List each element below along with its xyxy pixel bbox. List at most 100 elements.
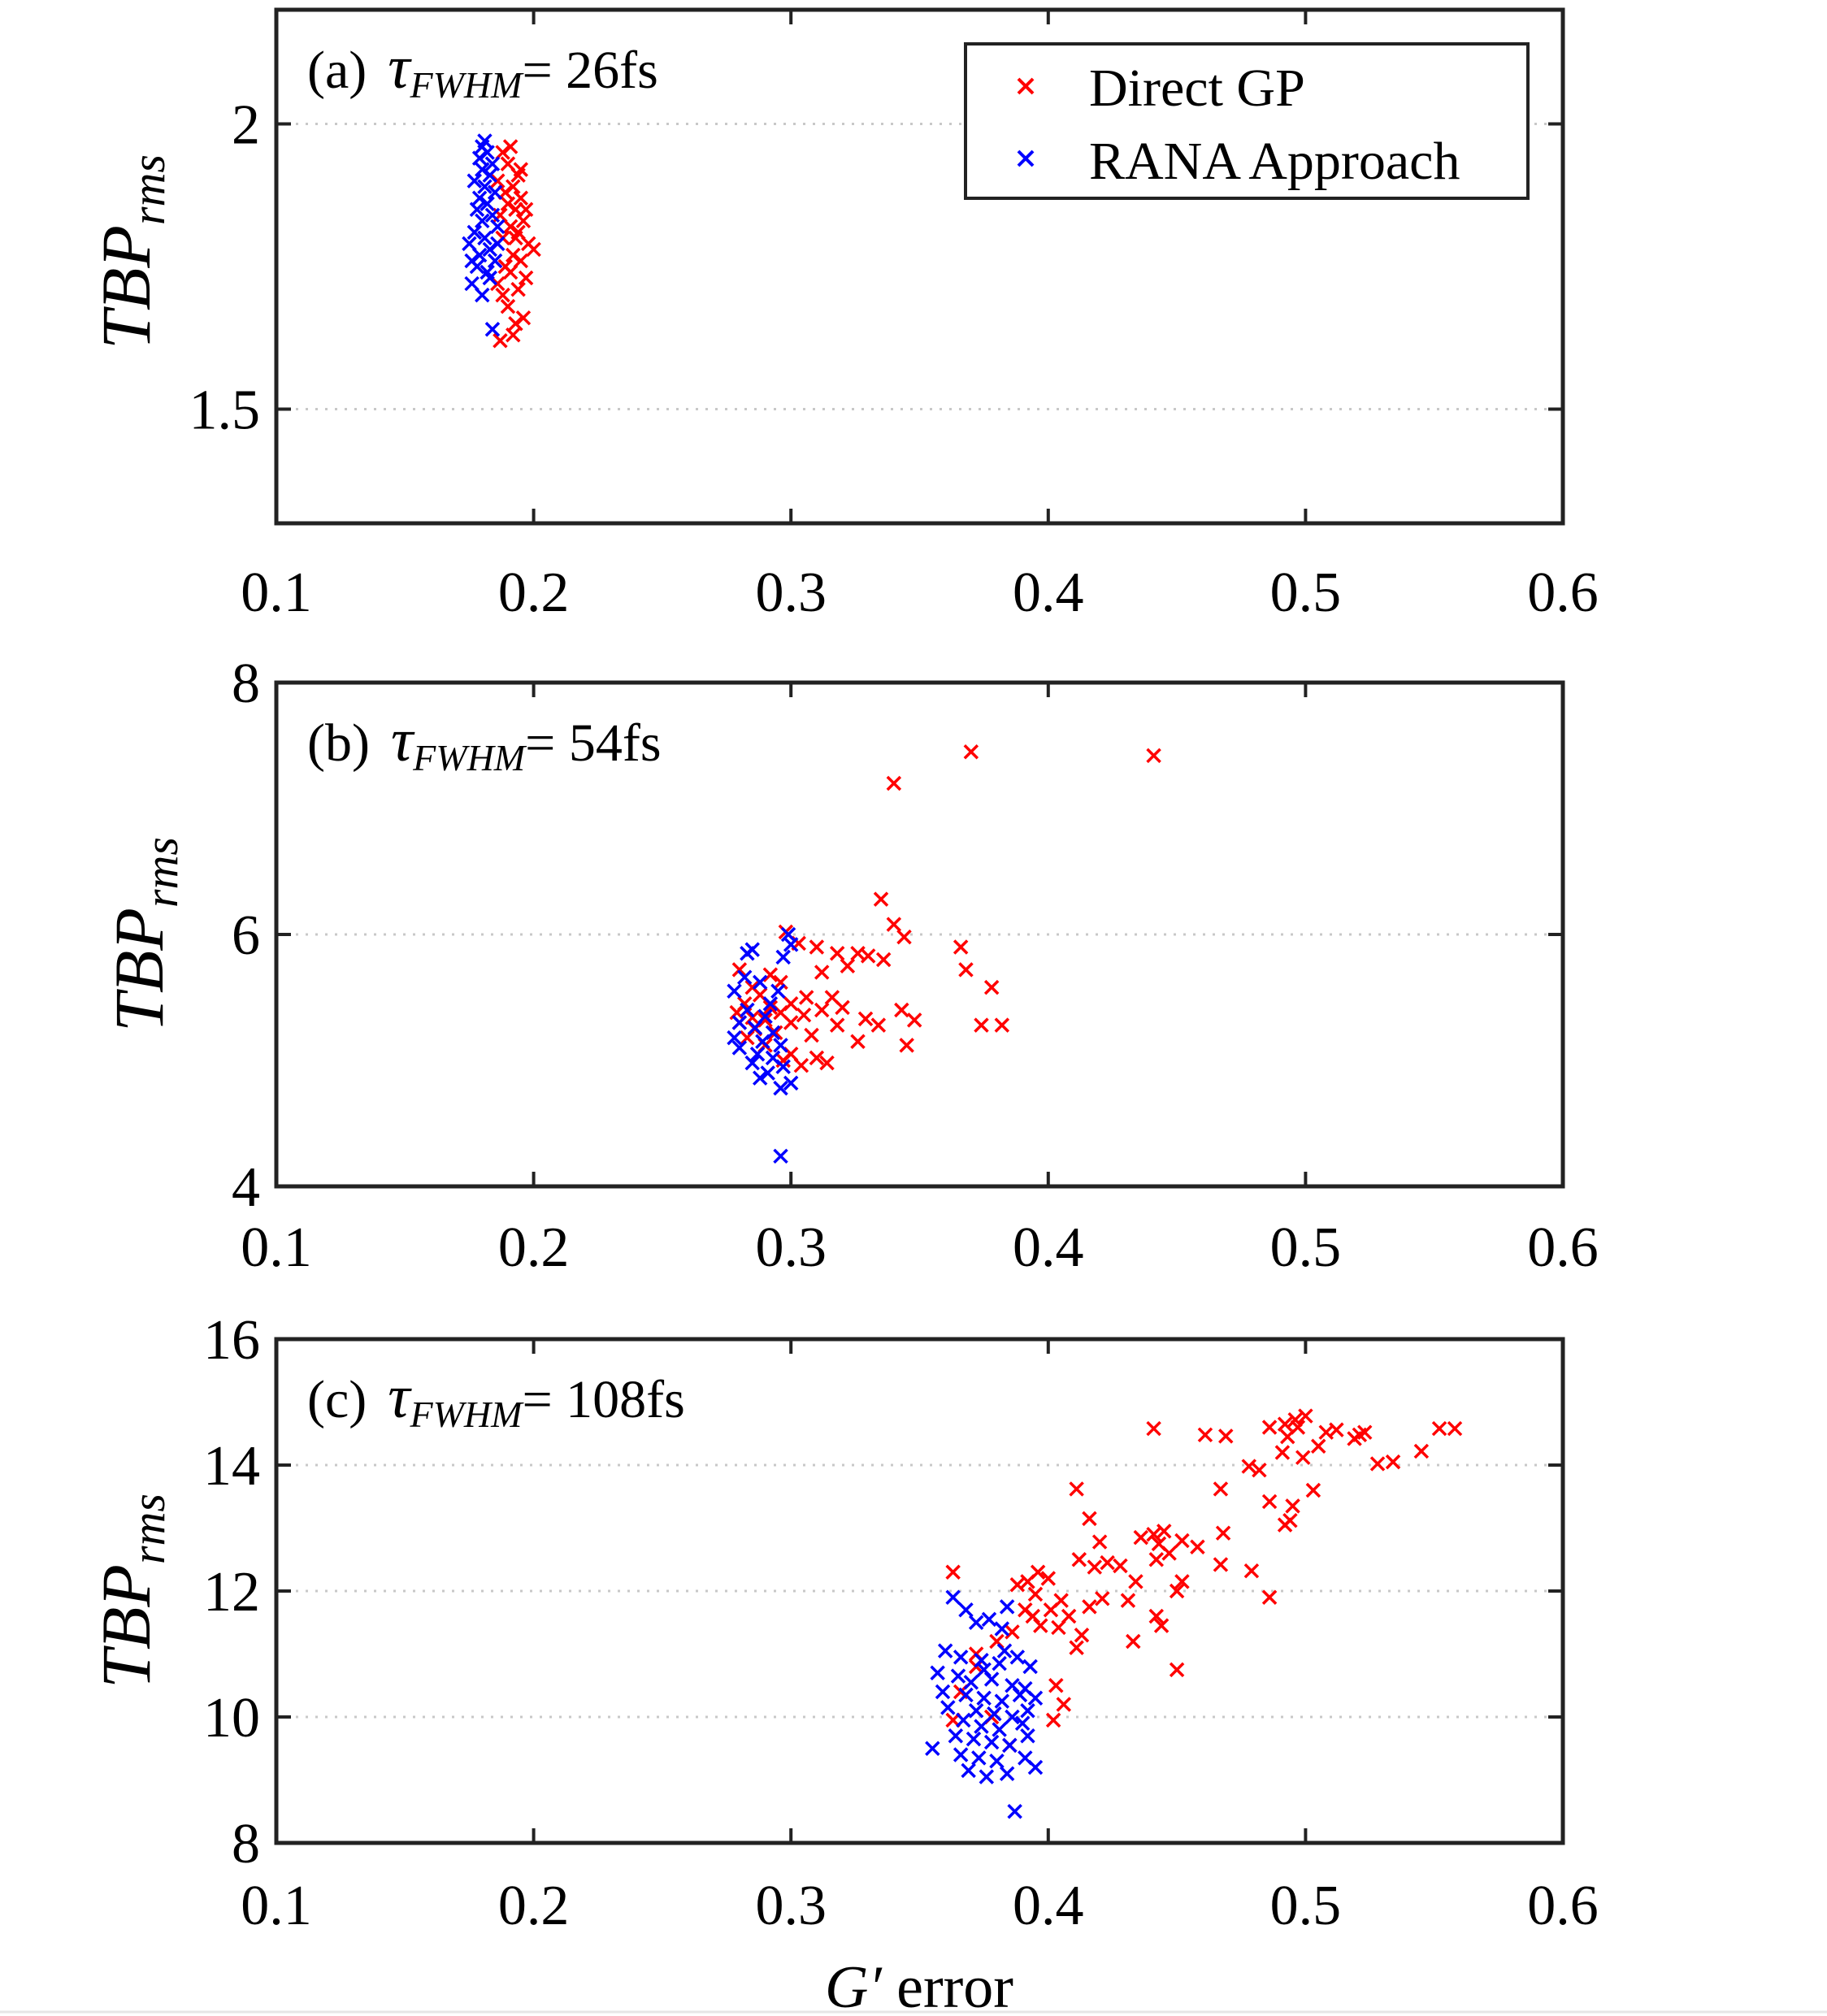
- panel-a-direct-gp-point-7: [490, 275, 506, 292]
- panel-b-direct-gp-point-9: [953, 939, 969, 955]
- panel-a-direct-gp-point-30: [518, 202, 534, 218]
- panel-b-rana-point-12: [731, 1015, 748, 1030]
- panel-b-tau: τ: [391, 706, 415, 774]
- panel-c-direct-gp-point-31: [1082, 1511, 1097, 1527]
- panel-a-ytick-label-1: 2: [232, 93, 260, 156]
- panel-c-rana-point-20: [976, 1690, 992, 1706]
- panel-c-rana-point-19: [958, 1687, 974, 1703]
- panel-c-direct-gp-point-15: [1385, 1454, 1401, 1470]
- panel-b-rana-point-5: [736, 969, 753, 985]
- panel-c-direct-gp-point-52: [1095, 1591, 1110, 1606]
- panel-b-direct-gp-point-0: [963, 744, 979, 760]
- panel-c-rana-point-45: [979, 1769, 995, 1784]
- panel-c-direct-gp-point-75: [1005, 1624, 1020, 1640]
- panel-b-xtick-label-4: 0.5: [1270, 1216, 1342, 1279]
- panel-c-rana-point-31: [992, 1722, 1007, 1737]
- panel-b-direct-gp-point-52: [809, 1050, 825, 1066]
- panel-a-tau-sub: FWHM: [409, 64, 524, 106]
- panel-c-direct-gp-point-48: [1243, 1563, 1260, 1579]
- panel-a-tag: (a): [307, 41, 367, 100]
- panel-b-direct-gp-point-1: [1146, 748, 1161, 764]
- panel-a-direct-gp-point-17: [502, 219, 519, 235]
- panel-c-direct-gp-point-32: [1215, 1525, 1231, 1541]
- panel-c: 8 10 12 14 16 0.1 0.2 0.3 0.4 0.5 0.6 (c) τFWHM= 10…: [87, 1309, 1599, 2016]
- panel-c-rana-point-8: [974, 1653, 989, 1668]
- panel-c-direct-gp-point-66: [1153, 1618, 1170, 1633]
- panel-b-rana-point-26: [773, 1080, 788, 1096]
- panel-c-direct-gp-point-25: [1305, 1482, 1321, 1498]
- panel-a-direct-gp-point-10: [497, 258, 514, 275]
- panel-a-rana-point-18: [477, 179, 493, 194]
- panel-b-direct-gp-point-2: [886, 775, 902, 791]
- panel-b-direct-gp-point-48: [899, 1038, 914, 1053]
- panel-a-direct-gp-point-5: [495, 287, 510, 303]
- x-axis-label-symbol: G′: [825, 1954, 883, 2016]
- panel-c-direct-gp-point-30: [1069, 1481, 1084, 1497]
- panel-a-rana-point-2: [464, 275, 480, 292]
- panel-c-direct-gp-point-60: [1043, 1602, 1059, 1618]
- panel-a-direct-gp-point-31: [508, 230, 523, 246]
- panel-c-rana-point-49: [996, 1643, 1013, 1658]
- panel-c-direct-gp-point-26: [1285, 1498, 1300, 1514]
- panel-c-direct-gp-point-47: [1213, 1557, 1229, 1572]
- panel-b-rana-point-21: [744, 1055, 760, 1071]
- panel-c-direct-gp-point-65: [1148, 1608, 1165, 1624]
- panel-c-direct-gp-point-45: [1100, 1554, 1115, 1571]
- panel-b-direct-gp-point-16: [958, 962, 974, 978]
- panel-c-rana-point-41: [989, 1754, 1005, 1769]
- panel-c-direct-gp-point-20: [1295, 1450, 1311, 1465]
- panel-c-annotation: (c) τFWHM= 108fs: [307, 1363, 685, 1435]
- panel-a-direct-gp-point-14: [521, 236, 536, 252]
- panel-c-direct-gp-point-41: [1091, 1534, 1108, 1550]
- panel-a-direct-gp-point-24: [506, 179, 521, 194]
- panel-b-direct-gp-point-47: [850, 1034, 866, 1049]
- panel-c-xtick-label-2: 0.3: [755, 1875, 827, 1937]
- panel-a-rana-point-28: [490, 236, 506, 252]
- panel-c-ytick-label-2: 12: [203, 1561, 260, 1624]
- panel-c-direct-gp-point-69: [1261, 1589, 1278, 1605]
- panel-a-direct-gp-point-18: [515, 213, 532, 229]
- panel-b-rana-point-16: [755, 1034, 770, 1049]
- panel-c-rana-point-11: [1022, 1658, 1038, 1675]
- panel-c-xtick-label-5: 0.6: [1527, 1875, 1599, 1937]
- panel-b-rana-point-24: [752, 1070, 768, 1086]
- panel-b-direct-gp-point-39: [783, 1015, 799, 1030]
- panel-a-rana-point-0: [484, 322, 501, 337]
- panel-c-rana-point-7: [953, 1650, 969, 1665]
- panel-c-rana-point-44: [961, 1762, 976, 1779]
- panel-a-direct-gp-point-11: [513, 253, 529, 269]
- panel-c-rana-point-9: [992, 1655, 1007, 1671]
- panel-a-direct-gp-point-12: [506, 247, 521, 263]
- panel-a-ylabel: TBPrms: [87, 154, 175, 349]
- panel-c-rana-point-6: [937, 1643, 953, 1658]
- panel-c-rana-point-1: [958, 1602, 974, 1618]
- panel-a-xtick-label-2: 0.3: [755, 561, 827, 624]
- panel-c-rana-point-33: [948, 1728, 964, 1744]
- panel-b-rana-point-18: [731, 1040, 748, 1056]
- panel-b-direct-gp-point-19: [773, 974, 788, 991]
- panel-a-annotation: (a) τFWHM= 26fs: [307, 33, 658, 106]
- panel-c-direct-gp-point-67: [1126, 1633, 1141, 1650]
- panel-b-rana-point-4: [775, 949, 791, 965]
- panel-a-rana-point-9: [477, 230, 493, 246]
- panel-c-rana-point-39: [953, 1747, 969, 1762]
- panel-c-direct-gp-point-49: [1174, 1574, 1190, 1589]
- panel-c-direct-gp-point-51: [1120, 1593, 1136, 1608]
- panel-b-rana-point-19: [749, 1047, 766, 1062]
- panel-c-rana-point-24: [940, 1700, 956, 1715]
- panel-c-rana-point-32: [1014, 1715, 1031, 1731]
- panel-b-direct-gp-point-23: [798, 990, 814, 1005]
- panel-a-direct-gp-point-21: [500, 196, 516, 211]
- panel-b-rana-point-15: [727, 1030, 742, 1046]
- panel-c-ylabel-sub: rms: [122, 1494, 175, 1564]
- panel-c-direct-gp-point-33: [1146, 1527, 1161, 1542]
- panel-a-rana-point-22: [484, 156, 501, 171]
- panel-c-rana-point-48: [976, 1662, 992, 1678]
- panel-c-direct-gp-point-76: [1018, 1602, 1033, 1618]
- panel-a-direct-gp-point-4: [500, 298, 516, 314]
- panel-c-direct-gp-point-2: [1218, 1429, 1234, 1444]
- panel-a-direct-gp-point-28: [495, 145, 510, 160]
- panel-a-direct-gp-point-1: [506, 327, 521, 343]
- panel-c-direct-gp-point-4: [1277, 1416, 1293, 1432]
- panel-c-ytick-label-4: 16: [203, 1309, 260, 1372]
